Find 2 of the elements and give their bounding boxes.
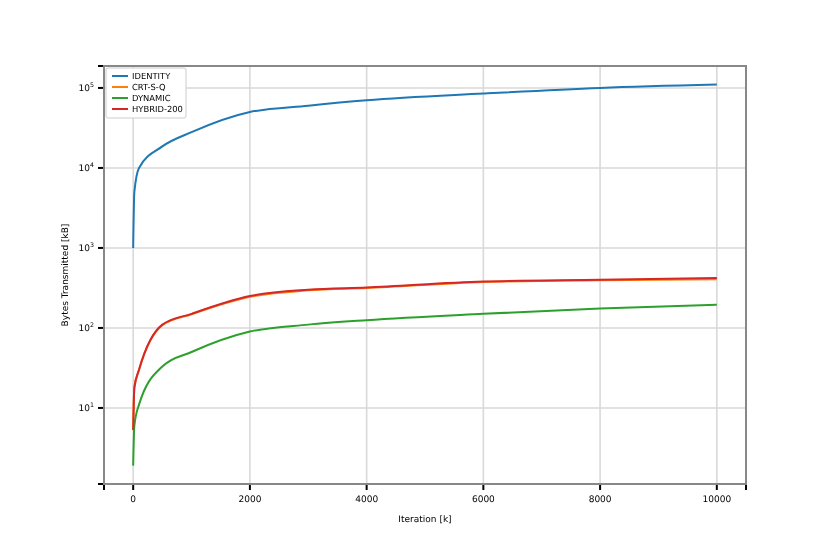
line-series (132, 83, 718, 249)
line-series (132, 303, 718, 467)
